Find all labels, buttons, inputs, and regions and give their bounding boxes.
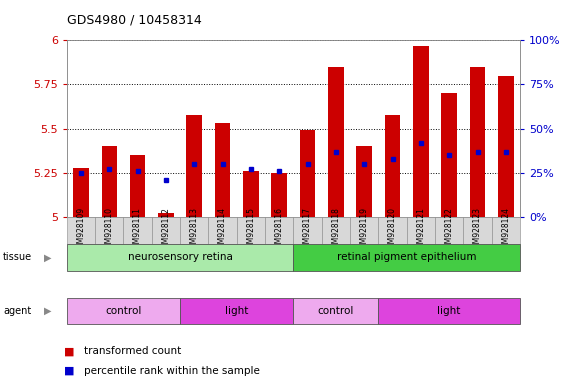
Text: neurosensory retina: neurosensory retina [128,252,232,262]
Bar [498,76,514,217]
Text: light: light [437,306,461,316]
Text: GSM928113: GSM928113 [190,207,199,253]
Bar [293,217,322,244]
Text: GSM928122: GSM928122 [444,207,454,253]
Bar [209,217,237,244]
Text: GSM928110: GSM928110 [105,207,114,253]
Bar [102,146,117,217]
Bar [356,146,372,217]
Text: GDS4980 / 10458314: GDS4980 / 10458314 [67,13,202,26]
Text: retinal pigment epithelium: retinal pigment epithelium [337,252,476,262]
Bar [407,217,435,244]
Text: agent: agent [3,306,31,316]
Bar [322,217,350,244]
Bar [215,123,231,217]
Text: ▶: ▶ [44,306,51,316]
Bar [328,67,344,217]
Bar [378,217,407,244]
Bar [293,298,378,324]
Text: control: control [318,306,354,316]
Bar [243,171,259,217]
Bar [492,217,520,244]
Text: GSM928109: GSM928109 [77,207,85,253]
Text: ■: ■ [64,366,74,376]
Text: GSM928118: GSM928118 [331,207,340,253]
Bar [180,217,209,244]
Text: GSM928112: GSM928112 [162,207,170,253]
Text: GSM928123: GSM928123 [473,207,482,253]
Bar [378,298,520,324]
Bar [265,217,293,244]
Text: control: control [105,306,142,316]
Text: percentile rank within the sample: percentile rank within the sample [84,366,260,376]
Text: tissue: tissue [3,252,32,262]
Bar [442,93,457,217]
Bar [73,167,89,217]
Text: GSM928119: GSM928119 [360,207,369,253]
Bar [67,298,180,324]
Bar [385,114,400,217]
Text: GSM928117: GSM928117 [303,207,312,253]
Text: GSM928114: GSM928114 [218,207,227,253]
Bar [95,217,123,244]
Bar [464,217,492,244]
Bar [67,217,95,244]
Bar [350,217,378,244]
Bar [237,217,265,244]
Text: GSM928120: GSM928120 [388,207,397,253]
Bar [435,217,464,244]
Text: GSM928115: GSM928115 [246,207,256,253]
Bar [158,214,174,217]
Bar [123,217,152,244]
Bar [130,155,145,217]
Text: GSM928124: GSM928124 [501,207,510,253]
Text: ■: ■ [64,346,74,356]
Bar [67,244,293,271]
Text: light: light [225,306,249,316]
Bar [152,217,180,244]
Bar [271,173,287,217]
Text: GSM928111: GSM928111 [133,207,142,253]
Bar [293,244,520,271]
Bar [187,114,202,217]
Text: transformed count: transformed count [84,346,181,356]
Bar [300,131,315,217]
Bar [180,298,293,324]
Text: GSM928116: GSM928116 [275,207,284,253]
Bar [469,67,485,217]
Text: ▶: ▶ [44,252,51,262]
Bar [413,46,429,217]
Text: GSM928121: GSM928121 [417,207,425,253]
